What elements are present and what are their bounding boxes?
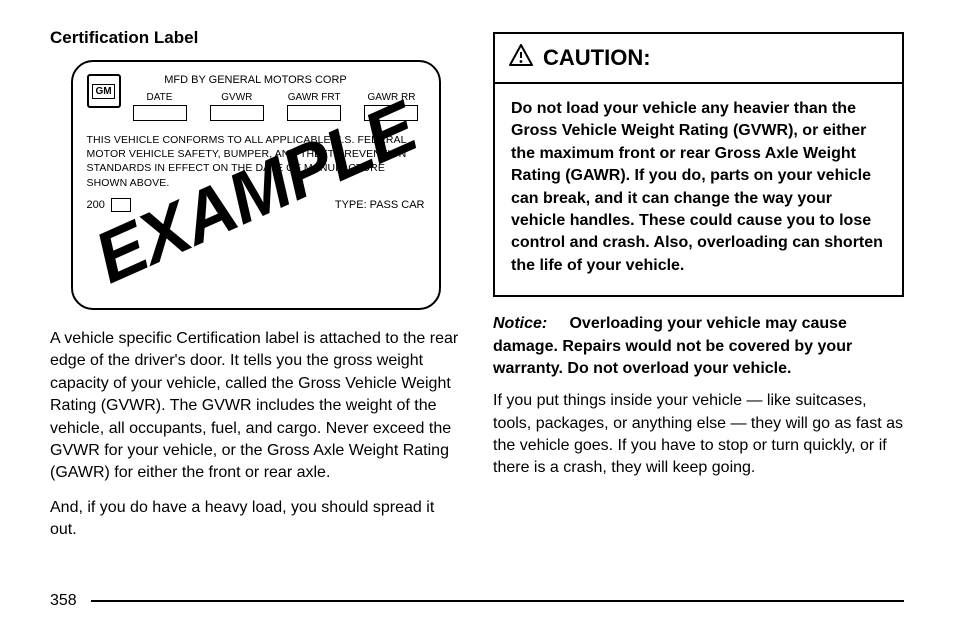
notice-body: Overloading your vehicle may cause damag… xyxy=(493,315,852,377)
warning-icon xyxy=(509,44,533,72)
page-content: Certification Label GM MFD BY GENERAL MO… xyxy=(50,28,904,568)
conformance-text: THIS VEHICLE CONFORMS TO ALL APPLICABLE … xyxy=(87,133,425,190)
vehicle-type: TYPE: PASS CAR xyxy=(335,199,425,211)
right-paragraph: If you put things inside your vehicle — … xyxy=(493,390,904,480)
cert-bottom-row: 200 TYPE: PASS CAR xyxy=(87,198,425,212)
left-paragraph-2: And, if you do have a heavy load, you sh… xyxy=(50,497,461,542)
caution-title: CAUTION: xyxy=(543,45,651,71)
mfd-by-line: MFD BY GENERAL MOTORS CORP xyxy=(87,74,425,86)
cert-col-gawr-frt: GAWR FRT xyxy=(287,92,341,121)
gvwr-slot xyxy=(210,105,264,121)
page-number: 358 xyxy=(50,592,77,610)
gm-logo: GM xyxy=(87,74,121,108)
gawr-rr-slot xyxy=(364,105,418,121)
year-slot xyxy=(111,198,131,212)
right-column: CAUTION: Do not load your vehicle any he… xyxy=(493,28,904,568)
gawr-frt-slot xyxy=(287,105,341,121)
left-paragraph-1: A vehicle specific Certification label i… xyxy=(50,328,461,485)
page-footer: 358 xyxy=(50,592,904,610)
left-column: Certification Label GM MFD BY GENERAL MO… xyxy=(50,28,461,568)
cert-col-date: DATE xyxy=(133,92,187,121)
notice-paragraph: Notice: Overloading your vehicle may cau… xyxy=(493,313,904,380)
caution-header: CAUTION: xyxy=(495,34,902,84)
cert-columns-row: DATE GVWR GAWR FRT GAWR RR xyxy=(87,92,425,121)
cert-heading: Certification Label xyxy=(50,28,461,48)
date-slot xyxy=(133,105,187,121)
certification-label-figure: GM MFD BY GENERAL MOTORS CORP DATE GVWR … xyxy=(71,60,441,310)
cert-col-gvwr: GVWR xyxy=(210,92,264,121)
notice-label: Notice: xyxy=(493,315,547,332)
year-prefix: 200 xyxy=(87,199,105,211)
caution-body: Do not load your vehicle any heavier tha… xyxy=(495,84,902,295)
cert-col-gawr-rr: GAWR RR xyxy=(364,92,418,121)
footer-rule xyxy=(91,600,904,602)
caution-box: CAUTION: Do not load your vehicle any he… xyxy=(493,32,904,297)
